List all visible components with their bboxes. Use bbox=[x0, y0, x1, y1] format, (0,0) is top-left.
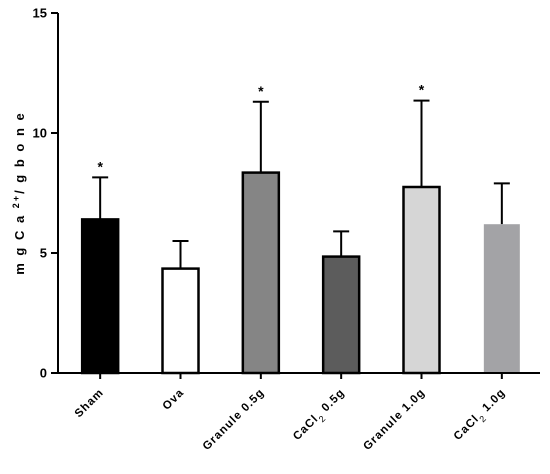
x-axis: Sham Ova Granule 0.5g CaCl2 0.5g Granule 1.0… bbox=[57, 372, 540, 453]
y-tick-label: 10 bbox=[33, 126, 47, 141]
y-tick-label: 0 bbox=[40, 366, 47, 381]
significance-marker: * bbox=[419, 82, 425, 98]
significance-marker: * bbox=[258, 83, 264, 99]
y-axis-label: m g C a 2+/ g b o n e bbox=[11, 111, 27, 275]
bar-2 bbox=[161, 267, 200, 375]
x-tick-label: CaCl2 0.5g bbox=[291, 387, 350, 446]
bar-5 bbox=[402, 185, 441, 375]
x-tick-label: Granule 0.5g bbox=[201, 387, 267, 453]
significance-marker: * bbox=[97, 158, 103, 174]
x-tick-label: Sham bbox=[73, 387, 106, 420]
bar-1 bbox=[80, 218, 120, 375]
bar-4 bbox=[321, 255, 361, 375]
y-tick-label: 5 bbox=[40, 246, 47, 261]
bars: * * * bbox=[80, 82, 520, 375]
x-tick-label: Granule 1.0g bbox=[361, 387, 427, 453]
x-tick-label: Ova bbox=[161, 387, 187, 413]
bar-3 bbox=[241, 171, 281, 375]
y-tick-label: 15 bbox=[33, 6, 47, 21]
bar-6 bbox=[483, 224, 520, 373]
y-axis: 0 5 10 15 bbox=[33, 6, 59, 381]
x-tick-label: CaCl2 1.0g bbox=[452, 387, 511, 446]
